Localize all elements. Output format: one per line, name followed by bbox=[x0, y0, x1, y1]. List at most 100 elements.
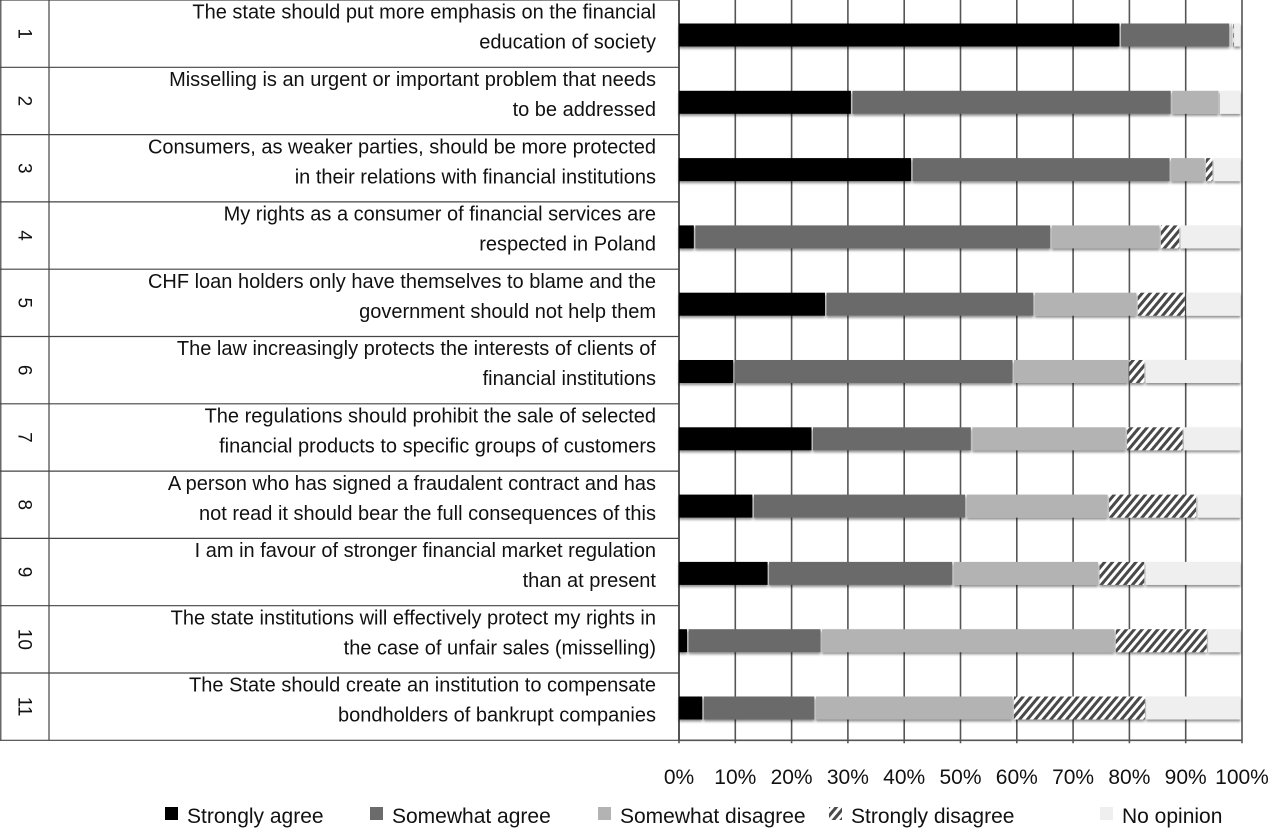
category-label: than at present bbox=[523, 570, 657, 592]
bar-no-opinion bbox=[1145, 360, 1241, 383]
bar-strongly-disagree bbox=[1160, 225, 1180, 249]
category-label: CHF loan holders only have themselves to… bbox=[148, 271, 656, 293]
row-number: 1 bbox=[14, 28, 35, 39]
bar-strongly-disagree bbox=[1109, 494, 1197, 518]
label-table: 1 The state should put more emphasis on t… bbox=[0, 0, 680, 741]
bar-row bbox=[679, 23, 1241, 47]
bar-no-opinion bbox=[1184, 427, 1241, 451]
bar-strongly-agree bbox=[679, 561, 768, 585]
legend-label: Somewhat agree bbox=[392, 805, 551, 828]
bar-no-opinion bbox=[1234, 23, 1241, 47]
row-number: 7 bbox=[14, 432, 35, 443]
bar-no-opinion bbox=[1220, 90, 1241, 114]
row-number: 11 bbox=[14, 697, 35, 717]
legend-label: No opinion bbox=[1122, 805, 1222, 828]
bar-strongly-disagree bbox=[1013, 696, 1145, 720]
bar-row bbox=[679, 158, 1241, 182]
category-label: to be addressed bbox=[513, 99, 656, 121]
bar-no-opinion bbox=[1213, 158, 1241, 182]
bar-strongly-disagree bbox=[1099, 561, 1145, 585]
bar-row bbox=[679, 494, 1241, 518]
bar-somewhat-agree bbox=[734, 360, 1013, 383]
bar-strongly-disagree bbox=[1137, 292, 1185, 316]
legend-label: Somewhat disagree bbox=[620, 805, 806, 828]
x-tick-label: 0% bbox=[664, 766, 694, 789]
row-number: 8 bbox=[14, 499, 35, 510]
bar-strongly-disagree bbox=[1232, 23, 1234, 47]
legend-label: Strongly disagree bbox=[851, 805, 1014, 828]
x-tick-label: 50% bbox=[939, 766, 981, 789]
x-tick-label: 60% bbox=[996, 766, 1038, 789]
bar-strongly-agree bbox=[679, 158, 912, 182]
x-tick-label: 80% bbox=[1108, 766, 1150, 789]
row-number: 3 bbox=[14, 163, 35, 174]
x-tick-label: 10% bbox=[714, 766, 756, 789]
bar-strongly-agree bbox=[679, 696, 703, 720]
bar-row bbox=[679, 292, 1241, 316]
bar-row bbox=[679, 427, 1241, 451]
category-label: bondholders of bankrupt companies bbox=[338, 705, 656, 727]
bar-row bbox=[679, 696, 1241, 720]
category-label: The state institutions will effectively … bbox=[171, 607, 656, 629]
bar-somewhat-agree bbox=[1120, 23, 1230, 47]
category-label: Consumers, as weaker parties, should be … bbox=[148, 136, 656, 158]
bar-somewhat-agree bbox=[826, 292, 1034, 316]
row-number: 6 bbox=[14, 365, 35, 376]
category-label: The law increasingly protects the intere… bbox=[177, 338, 657, 360]
x-tick-label: 30% bbox=[827, 766, 869, 789]
category-label: I am in favour of stronger financial mar… bbox=[195, 540, 656, 562]
bar-strongly-disagree bbox=[1115, 629, 1207, 653]
bar-strongly-agree bbox=[679, 23, 1120, 47]
bar-strongly-disagree bbox=[1129, 360, 1145, 383]
row-number: 4 bbox=[14, 230, 35, 241]
category-label: My rights as a consumer of financial ser… bbox=[224, 204, 656, 226]
bars bbox=[679, 23, 1241, 720]
bar-somewhat-disagree bbox=[972, 427, 1126, 451]
bar-strongly-disagree bbox=[1127, 427, 1183, 451]
category-label: the case of unfair sales (misselling) bbox=[344, 637, 656, 659]
row-number: 9 bbox=[14, 567, 35, 578]
bar-strongly-agree bbox=[679, 629, 688, 653]
bar-somewhat-disagree bbox=[1172, 90, 1219, 114]
bar-somewhat-disagree bbox=[1171, 158, 1205, 182]
bar-no-opinion bbox=[1146, 696, 1241, 720]
bar-strongly-agree bbox=[679, 494, 753, 518]
category-label: The regulations should prohibit the sale… bbox=[205, 405, 656, 427]
bar-somewhat-agree bbox=[852, 90, 1171, 114]
bar-no-opinion bbox=[1180, 225, 1241, 249]
bar-somewhat-disagree bbox=[1230, 23, 1232, 47]
bar-somewhat-agree bbox=[769, 561, 953, 585]
row-number: 5 bbox=[14, 298, 35, 309]
bar-row bbox=[679, 225, 1241, 249]
category-label: The State should create an institution t… bbox=[189, 675, 656, 697]
bar-somewhat-agree bbox=[695, 225, 1051, 249]
legend-swatch-somewhat-agree bbox=[370, 807, 383, 820]
x-tick-label: 40% bbox=[883, 766, 925, 789]
legend-swatch-no-opinion bbox=[1100, 807, 1113, 820]
category-label: respected in Poland bbox=[479, 234, 656, 256]
bar-row bbox=[679, 561, 1241, 585]
x-tick-label: 20% bbox=[771, 766, 813, 789]
legend-swatch-strongly-agree bbox=[165, 807, 178, 820]
bar-somewhat-disagree bbox=[953, 561, 1099, 585]
bar-row bbox=[679, 629, 1241, 653]
x-tick-label: 100% bbox=[1215, 766, 1269, 789]
legend-swatch-somewhat-disagree bbox=[598, 807, 611, 820]
bar-somewhat-agree bbox=[703, 696, 815, 720]
legend-swatch-strongly-disagree bbox=[829, 807, 842, 820]
category-label: The state should put more emphasis on th… bbox=[192, 2, 656, 24]
bar-row bbox=[679, 360, 1241, 383]
bar-somewhat-disagree bbox=[1051, 225, 1160, 249]
bar-no-opinion bbox=[1208, 629, 1241, 653]
bar-somewhat-disagree bbox=[1013, 360, 1128, 383]
bar-no-opinion bbox=[1186, 292, 1241, 316]
category-label: Misselling is an urgent or important pro… bbox=[169, 69, 656, 91]
x-axis-ticks: 0% 10% 20% 30% 40% 50% 60% 70% 80% 90% 100% bbox=[664, 766, 1269, 789]
category-label: A person who has signed a fraudalent con… bbox=[168, 473, 656, 495]
category-label: financial institutions bbox=[483, 368, 656, 390]
category-label: not read it should bear the full consequ… bbox=[199, 503, 656, 525]
bar-somewhat-disagree bbox=[815, 696, 1013, 720]
bar-no-opinion bbox=[1197, 494, 1241, 518]
category-label: government should not help them bbox=[359, 301, 656, 323]
bar-somewhat-disagree bbox=[1034, 292, 1137, 316]
